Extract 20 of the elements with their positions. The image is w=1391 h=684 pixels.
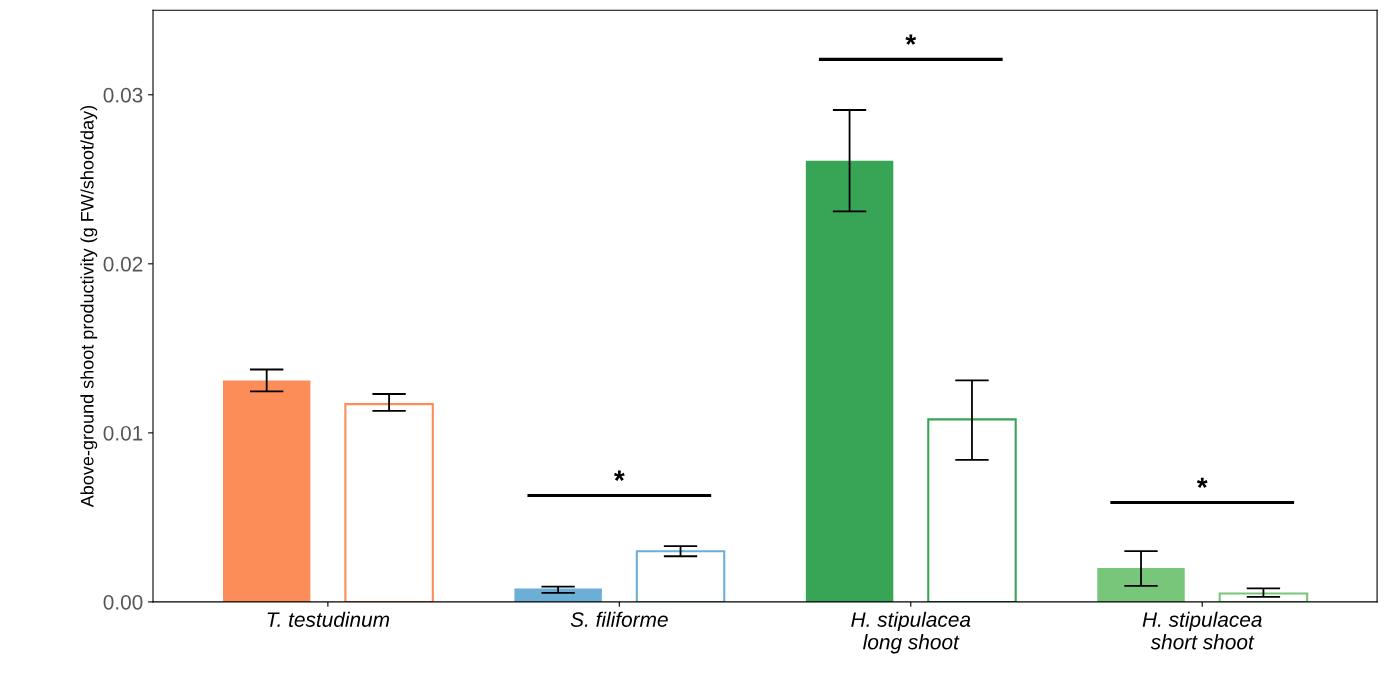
y-tick-label: 0.01 bbox=[103, 425, 143, 441]
y-tick-label: 0.00 bbox=[103, 594, 143, 610]
annotation: * bbox=[905, 34, 917, 45]
y-axis-title: Above-ground shoot productivity (g FW/shoot/day) bbox=[80, 105, 98, 508]
x-tick-label: H. stipulacea short shoot bbox=[1142, 611, 1262, 650]
annotation: * bbox=[1196, 477, 1208, 488]
x-tick-label: T. testudinum bbox=[267, 611, 390, 627]
bar bbox=[344, 403, 434, 602]
y-tick-label: 0.02 bbox=[103, 256, 143, 272]
bar bbox=[1097, 568, 1185, 602]
annotation: * bbox=[614, 470, 625, 481]
bar bbox=[635, 550, 726, 602]
bar bbox=[1218, 592, 1309, 602]
x-tick-label: H. stipulacea long shoot bbox=[851, 611, 971, 654]
bar bbox=[927, 418, 1017, 602]
bar bbox=[805, 160, 894, 602]
bar bbox=[514, 588, 602, 602]
x-tick-label: S. filiforme bbox=[570, 611, 668, 627]
bar bbox=[222, 380, 311, 602]
y-tick-label: 0.03 bbox=[103, 87, 143, 103]
